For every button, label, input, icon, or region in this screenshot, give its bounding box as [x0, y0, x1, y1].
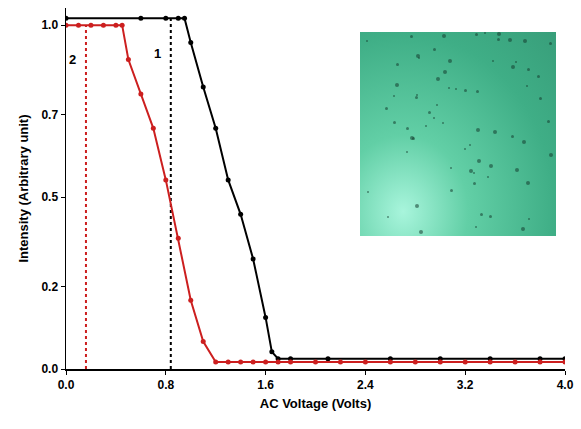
svg-text:1: 1 [154, 46, 161, 61]
svg-text:AC Voltage (Volts): AC Voltage (Volts) [260, 396, 371, 411]
svg-text:0.0: 0.0 [41, 362, 58, 376]
svg-text:4.0: 4.0 [557, 378, 574, 392]
svg-text:0.5: 0.5 [41, 190, 58, 204]
svg-text:0.7: 0.7 [41, 108, 58, 122]
svg-text:1.6: 1.6 [257, 378, 274, 392]
svg-text:Intensity (Arbitrary unit): Intensity (Arbitrary unit) [16, 114, 31, 262]
svg-text:2: 2 [69, 52, 76, 67]
svg-text:1.0: 1.0 [41, 18, 58, 32]
svg-text:0.8: 0.8 [157, 378, 174, 392]
svg-text:0.2: 0.2 [41, 280, 58, 294]
svg-text:0.0: 0.0 [58, 378, 75, 392]
svg-text:3.2: 3.2 [457, 378, 474, 392]
svg-text:2.4: 2.4 [357, 378, 374, 392]
